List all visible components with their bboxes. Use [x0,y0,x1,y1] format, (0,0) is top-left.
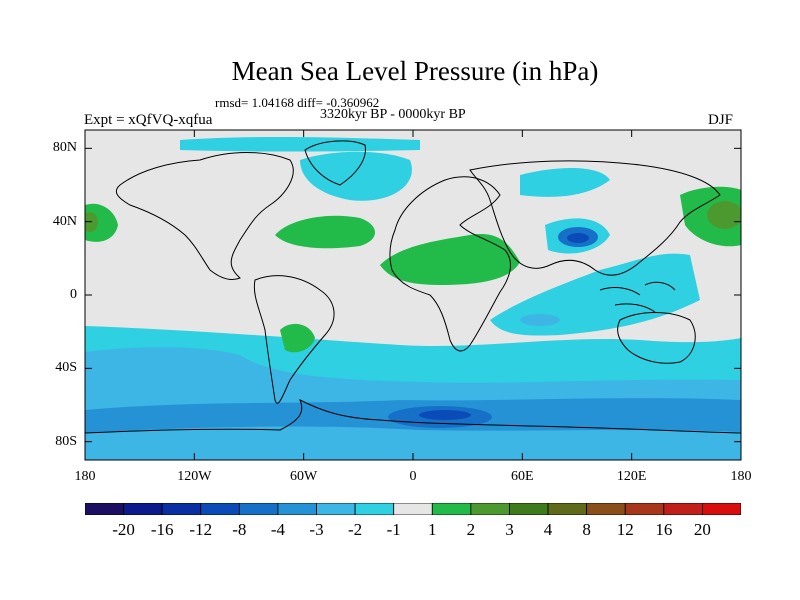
anomaly-region-arctic [180,136,420,152]
anomaly-region-north-africa-positive [380,234,520,285]
colorbar-swatch [200,503,240,515]
lon-label: 60W [290,469,318,484]
colorbar-label: 20 [693,520,711,539]
colorbar-label: 3 [505,520,514,539]
colorbar-swatch [123,503,163,515]
colorbar-swatch [161,503,202,515]
lon-label: 60E [511,469,534,484]
lon-label: 0 [409,469,417,484]
colorbar-swatch [431,503,472,515]
lon-label: 120W [177,469,212,484]
coastline-north-america [115,152,294,281]
colorbar-label: -20 [112,520,135,539]
colorbar-swatch [624,503,665,515]
lon-label: 180 [730,469,752,484]
lon-label: 120E [616,469,647,484]
anomaly-region-asia-center [567,233,589,243]
coastlines [85,140,741,434]
coastline-asia [469,160,721,276]
colorbar-label: -8 [232,520,247,539]
lat-label: 80S [55,433,77,449]
lat-label: 40S [55,360,77,376]
colorbar-label: -3 [309,520,324,539]
anomaly-region-north-atlantic [300,151,412,201]
lat-label: 40N [52,213,77,229]
colorbar-label: -16 [150,520,174,539]
colorbar-label: -1 [386,520,401,539]
coastline-australia [617,312,696,364]
coastline-greenland [304,140,366,186]
colorbar-label: 4 [543,520,553,539]
colorbar-swatch [586,503,626,515]
anomaly-region-antarctic-center [419,410,471,420]
colorbar-swatch [277,503,317,515]
coastline-maritime [599,281,676,313]
colorbar-label: -2 [348,520,363,539]
colorbar-swatch [663,503,703,515]
colorbar-swatch [702,503,741,515]
anomaly-fields [85,136,741,460]
colorbar-label: 8 [582,520,591,539]
anomaly-region-east-pacific-core [707,201,741,229]
anomaly-region-north-pacific [520,168,610,197]
colorbar-label: 12 [616,520,634,539]
colorbar-swatch [547,503,588,515]
statistics-label: rmsd= 1.04168 diff= -0.360962 [215,95,380,110]
chart-title: Mean Sea Level Pressure (in hPa) [231,56,599,86]
axis-ticks [84,130,742,460]
anomaly-region-south-america-positive [280,323,315,353]
colorbar-swatch [470,503,510,515]
lat-label: 0 [70,287,77,302]
colorbar-swatch [85,503,124,515]
colorbar-swatch [316,503,356,515]
coastline-europe-africa [389,176,511,352]
colorbar-label: 2 [466,520,476,539]
colorbar-swatch [509,503,549,515]
colorbar-label: -4 [270,520,286,539]
colorbar-label: 1 [428,520,437,539]
colorbar-label: 16 [655,520,673,539]
season-label: DJF [708,112,734,128]
colorbar-swatch [354,503,395,515]
lat-label: 80N [52,140,77,156]
period-label: 3320kyr BP - 0000kyr BP [320,107,466,122]
coastline-antarctica [85,398,741,434]
colorbar-swatch [393,503,433,515]
lon-label: 180 [74,469,96,484]
anomaly-region-indian-core [520,314,560,326]
anomaly-region-atlantic-positive [275,215,375,249]
anomaly-region-antarctic [85,426,741,460]
coastline-south-america [253,275,335,404]
colorbar-swatch [238,503,279,515]
experiment-label: Expt = xQfVQ-xqfua [84,112,213,128]
colorbar [85,503,741,515]
colorbar-label: -12 [189,520,213,539]
